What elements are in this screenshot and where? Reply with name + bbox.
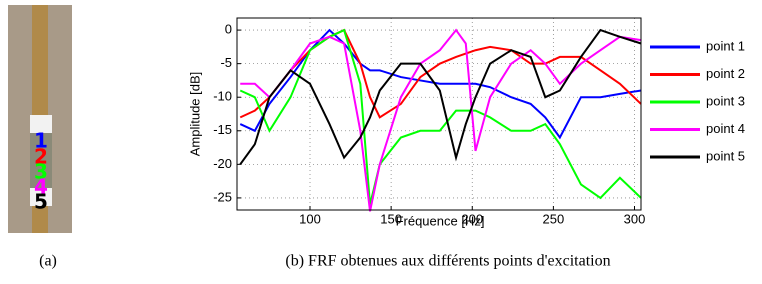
caption: (a): [39, 253, 57, 270]
legend-label: point 3: [706, 93, 745, 108]
photo: 1 2 3 4 5: [8, 5, 72, 233]
plot-frame: [237, 18, 641, 210]
series-line: [240, 30, 641, 137]
y-tick-label: -5: [220, 55, 232, 70]
x-tick-label: 300: [624, 211, 646, 226]
x-tick-label: 200: [461, 211, 483, 226]
y-tick-label: -25: [213, 189, 232, 204]
x-tick-label: 250: [543, 211, 565, 226]
legend-label: point 2: [706, 66, 745, 81]
x-tick-label: 100: [299, 211, 321, 226]
y-tick-label: -20: [213, 156, 232, 171]
legend-label: point 5: [706, 148, 745, 163]
caption: (b) FRF obtenues aux différents points d…: [285, 253, 610, 270]
point-label: 5: [34, 190, 48, 214]
y-tick-label: 0: [225, 22, 232, 37]
y-tick-label: -10: [213, 89, 232, 104]
x-tick-label: 150: [380, 211, 402, 226]
y-axis-label: Amplitude [dB]: [187, 72, 202, 157]
legend-label: point 4: [706, 121, 745, 136]
y-tick-label: -15: [213, 122, 232, 137]
legend-label: point 1: [706, 38, 745, 53]
brass-rod: [32, 5, 48, 115]
figure: 1 2 3 4 5 (a) (b) FRF obtenues aux diffé…: [0, 0, 762, 279]
